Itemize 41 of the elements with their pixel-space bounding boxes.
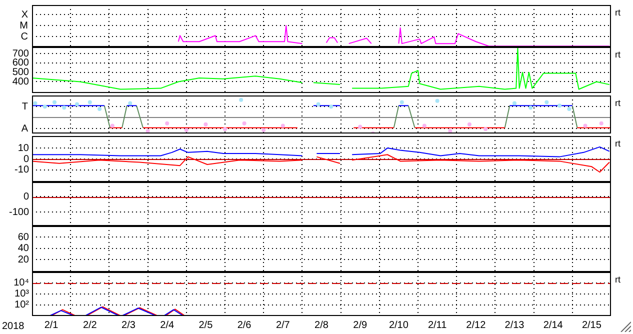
y-tick-label: -10: [14, 164, 30, 176]
x-tick-label: 2/2: [82, 320, 98, 331]
text: M: [20, 20, 28, 32]
text: rt: [615, 7, 621, 18]
y-tick-label: -100: [8, 206, 30, 218]
text: T: [22, 101, 28, 112]
y-tick-label: 10²: [14, 300, 30, 311]
y-tick-label: 600: [12, 58, 30, 69]
x-axis-title: 2018: [2, 320, 25, 332]
x-tick-label: 2/11: [428, 320, 448, 331]
x-tick-label: 2/10: [388, 320, 409, 331]
y-tick-label: 400: [12, 76, 30, 88]
x-tick-label: 2/5: [198, 320, 214, 331]
y-tick-label: 700: [12, 48, 30, 60]
x-tick-label: 2/7: [276, 320, 290, 331]
x-tick-label: 2/14: [543, 320, 564, 331]
x-tick-label: 2/1: [44, 320, 59, 331]
x-tick-label: 2/6: [237, 320, 252, 331]
x-tick-label: 2/8: [314, 320, 329, 331]
x-tick-label: 2/4: [160, 320, 174, 331]
text: rt: [615, 98, 621, 108]
x-tick-label: 2/12: [466, 320, 486, 331]
x-tick-label: 2/3: [122, 320, 136, 331]
y-tick-label: 60: [18, 232, 30, 243]
x-tick-label: 2/9: [353, 320, 368, 331]
x-tick-label: 2/13: [504, 320, 525, 331]
text: rt: [615, 138, 621, 148]
text: rt: [615, 274, 621, 284]
y-tick-label: 10⁴: [14, 278, 29, 289]
y-tick-label: 10: [18, 142, 30, 154]
y-tick-label: 0: [23, 154, 30, 165]
text: rt: [615, 49, 621, 60]
y-tick-label: 500: [12, 67, 30, 78]
y-tick-label: 20: [18, 254, 30, 266]
y-tick-label: 40: [18, 243, 30, 254]
text: A: [21, 123, 28, 134]
y-tick-label: 10³: [14, 288, 30, 300]
text: X: [21, 9, 28, 20]
text: C: [20, 31, 28, 42]
x-tick-label: 2/15: [582, 320, 602, 331]
y-tick-label: 0: [23, 191, 30, 202]
